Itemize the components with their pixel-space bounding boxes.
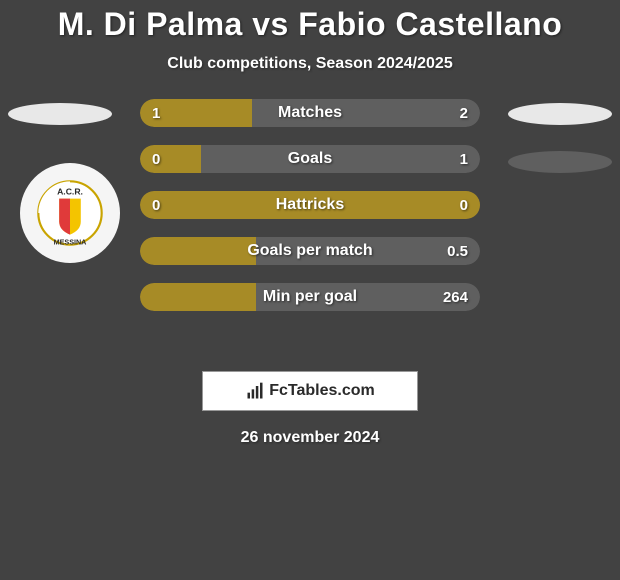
stat-row: 264Min per goal xyxy=(140,283,480,311)
stat-row: 00Hattricks xyxy=(140,191,480,219)
club-badge-icon: A.C.R. MESSINA xyxy=(34,177,106,249)
stat-row: 12Matches xyxy=(140,99,480,127)
stat-row: 0.5Goals per match xyxy=(140,237,480,265)
badge-bottom-text: MESSINA xyxy=(54,238,87,247)
left-ellipse-decor xyxy=(8,103,112,125)
bar-track xyxy=(140,99,480,127)
bar-left-fill xyxy=(140,145,201,173)
stat-bars: 12Matches 01Goals 00Hattricks 0.5Goals per … xyxy=(140,99,480,329)
page-subtitle: Club competitions, Season 2024/2025 xyxy=(0,55,620,73)
bar-right-fill xyxy=(201,145,480,173)
bar-right-fill xyxy=(252,99,480,127)
brand-text: FcTables.com xyxy=(269,382,375,400)
bar-track xyxy=(140,283,480,311)
badge-top-text: A.C.R. xyxy=(57,186,83,196)
bar-left-fill xyxy=(140,99,252,127)
bar-left-fill xyxy=(140,237,256,265)
bar-right-fill xyxy=(256,237,480,265)
footer-date: 26 november 2024 xyxy=(0,429,620,447)
bar-chart-icon xyxy=(245,381,265,401)
bar-track xyxy=(140,145,480,173)
brand-box: FcTables.com xyxy=(202,371,418,411)
page-title: M. Di Palma vs Fabio Castellano xyxy=(0,0,620,43)
bar-left-fill xyxy=(140,283,256,311)
bar-left-fill xyxy=(140,191,480,219)
stat-row: 01Goals xyxy=(140,145,480,173)
right-ellipse-decor-1 xyxy=(508,103,612,125)
right-ellipse-decor-2 xyxy=(508,151,612,173)
bar-right-fill xyxy=(256,283,480,311)
comparison-stage: A.C.R. MESSINA 12Matches01Goals00Hattric… xyxy=(0,103,620,363)
bar-track xyxy=(140,237,480,265)
left-club-badge: A.C.R. MESSINA xyxy=(20,163,120,263)
bar-track xyxy=(140,191,480,219)
